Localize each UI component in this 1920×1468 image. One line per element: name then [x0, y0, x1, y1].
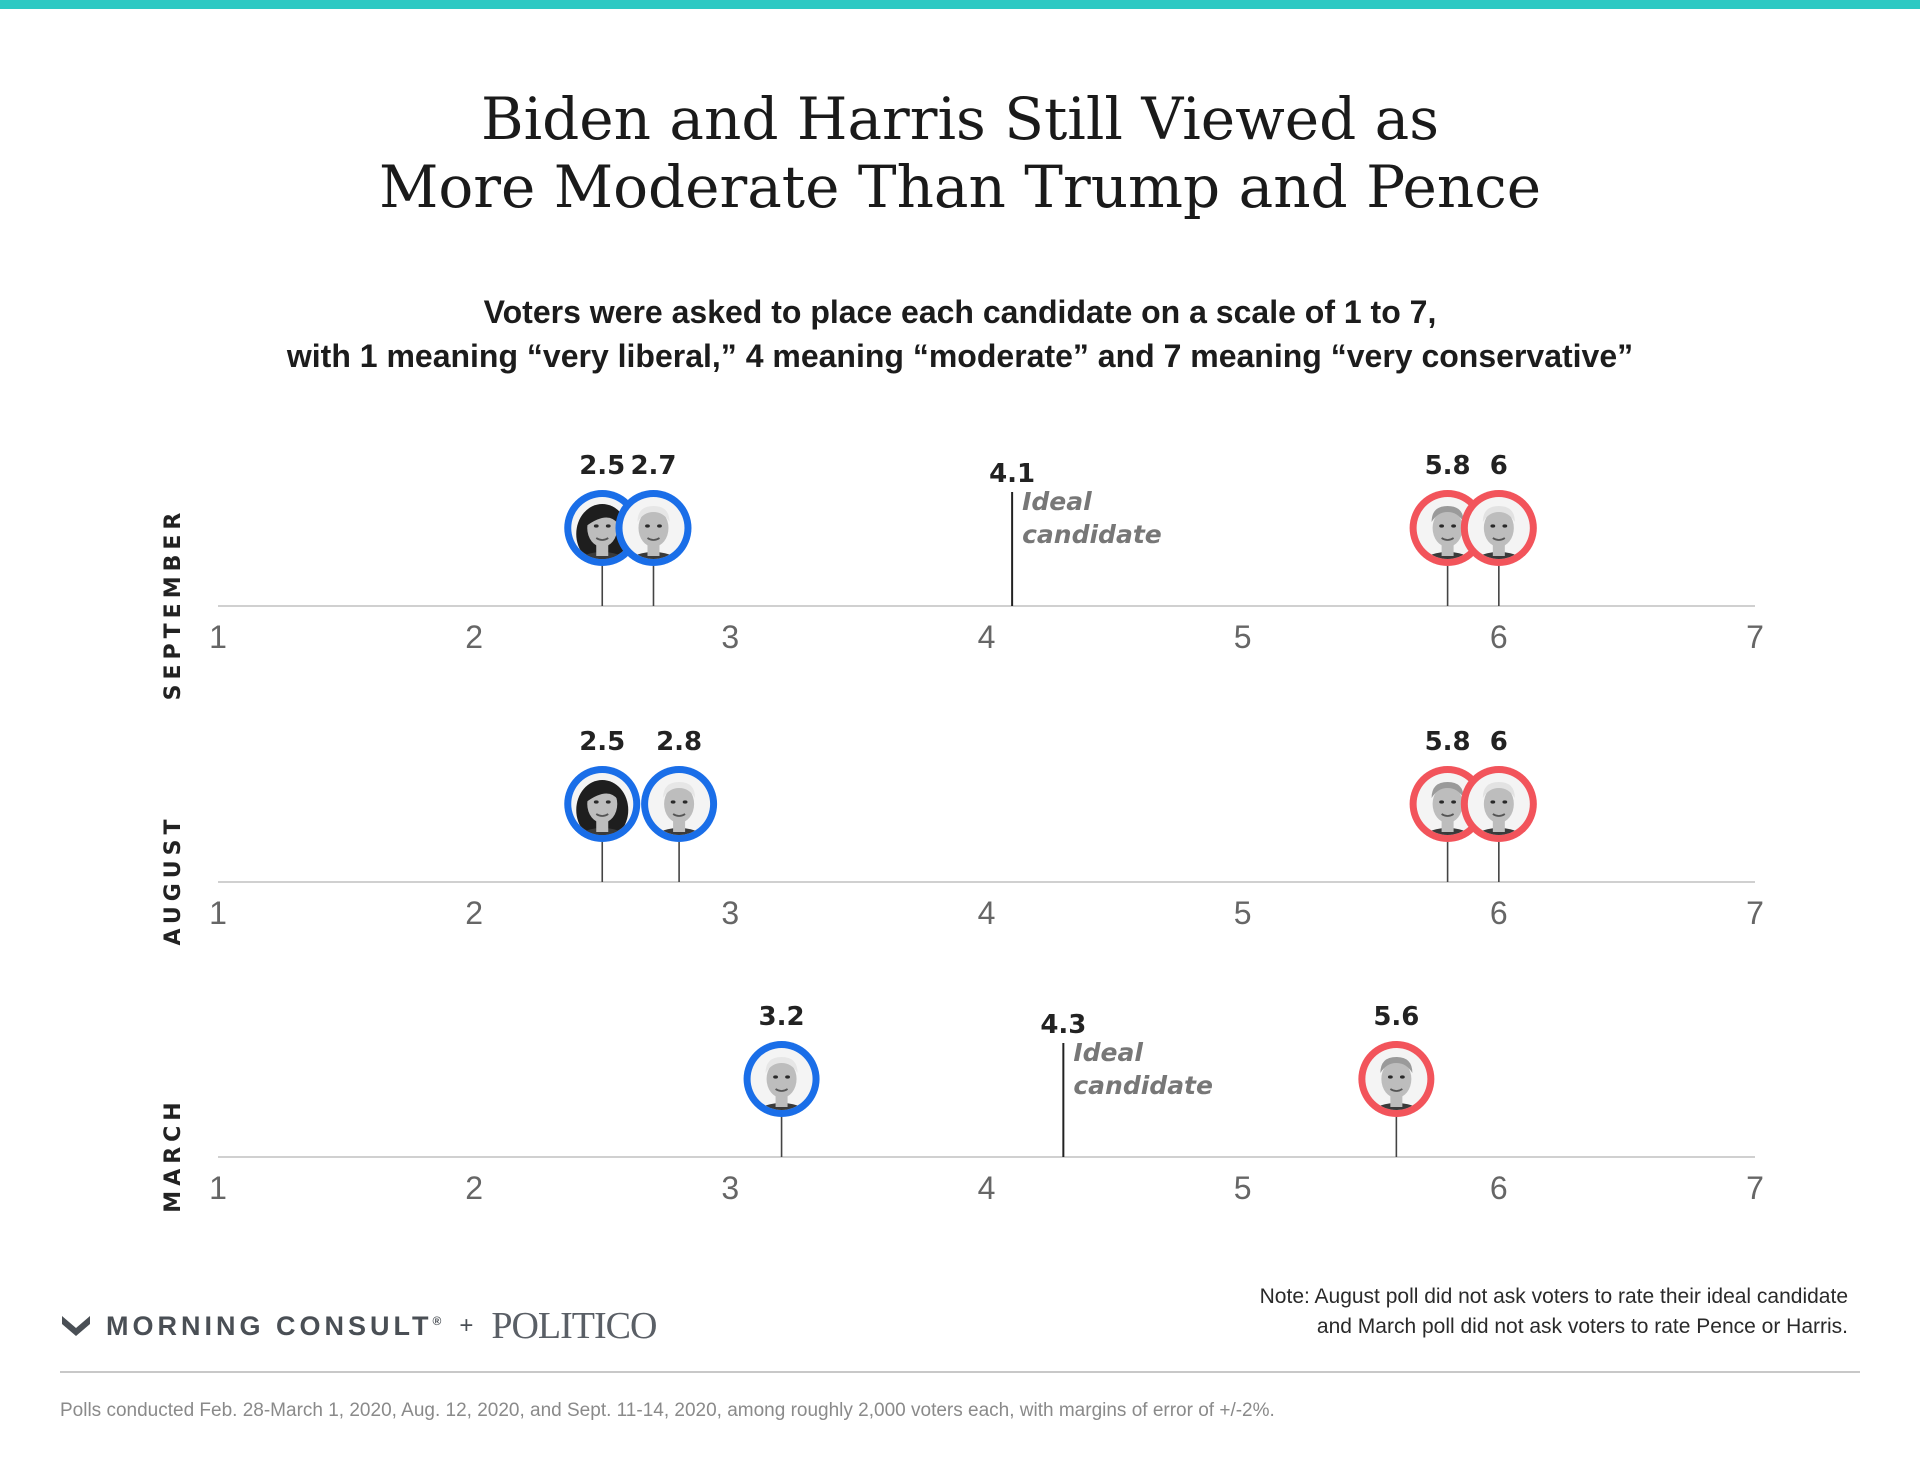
- tick-label: 2: [465, 1170, 483, 1206]
- trump-portrait-icon: [1416, 773, 1479, 835]
- tick-label: 6: [1490, 895, 1508, 931]
- accent-bar: [0, 0, 1920, 9]
- chart-subtitle-line-1: Voters were asked to place each candidat…: [483, 294, 1437, 330]
- point-value-label: 5.8: [1425, 727, 1471, 757]
- point-pence-august: 6: [1460, 727, 1537, 882]
- chart-note: Note: August poll did not ask voters to …: [1260, 1282, 1848, 1342]
- chart-subtitle: Voters were asked to place each candidat…: [0, 290, 1920, 378]
- chart-title-line-2: More Moderate Than Trump and Pence: [378, 153, 1542, 221]
- ideal-value-label: 4.3: [1040, 1010, 1086, 1040]
- tick-label: 5: [1234, 895, 1252, 931]
- biden-portrait-icon: [750, 1048, 813, 1110]
- tick-label: 3: [721, 1170, 739, 1206]
- pence-portrait-icon: [1467, 773, 1530, 835]
- tick-label: 1: [209, 895, 227, 931]
- politico-wordmark: POLITICO: [491, 1305, 657, 1347]
- point-biden-september: 2.7: [615, 451, 692, 606]
- source-note: Polls conducted Feb. 28-March 1, 2020, A…: [60, 1400, 1275, 1421]
- trump-portrait-icon: [1365, 1048, 1428, 1110]
- pence-portrait-icon: [1467, 497, 1530, 559]
- panel-label: AUGUST: [161, 815, 186, 946]
- morning-consult-logo-icon: [62, 1316, 90, 1336]
- trump-portrait-icon: [1416, 497, 1479, 559]
- point-trump-march: 5.6: [1358, 1002, 1435, 1157]
- footer-divider: [60, 1371, 1860, 1373]
- tick-label: 2: [465, 619, 483, 655]
- tick-label: 4: [978, 619, 996, 655]
- tick-label: 1: [209, 619, 227, 655]
- tick-label: 7: [1746, 895, 1764, 931]
- ideal-label-line-1: Ideal: [1073, 1038, 1143, 1067]
- panel-label: MARCH: [161, 1097, 186, 1212]
- morning-consult-wordmark: MORNING CONSULT®: [106, 1311, 441, 1342]
- panel-august: AUGUST 1 2 3 4 5 6 7 2.5 2.8 5.8 6: [161, 727, 1764, 946]
- registered-mark: ®: [432, 1313, 442, 1328]
- brand-logos: MORNING CONSULT® + POLITICO: [60, 1305, 657, 1347]
- ideal-label-line-2: candidate: [1073, 1071, 1213, 1100]
- tick-label: 2: [465, 895, 483, 931]
- tick-label: 1: [209, 1170, 227, 1206]
- tick-label: 7: [1746, 1170, 1764, 1206]
- panel-label: SEPTEMBER: [161, 508, 186, 701]
- point-value-label: 2.5: [579, 451, 625, 481]
- chart-subtitle-line-2: with 1 meaning “very liberal,” 4 meaning…: [286, 338, 1634, 374]
- tick-label: 3: [721, 619, 739, 655]
- tick-label: 6: [1490, 1170, 1508, 1206]
- point-value-label: 6: [1490, 727, 1508, 757]
- harris-portrait-icon: [571, 773, 634, 835]
- point-value-label: 2.8: [656, 727, 702, 757]
- point-pence-september: 6: [1460, 451, 1537, 606]
- chart-title: Biden and Harris Still Viewed as More Mo…: [0, 85, 1920, 221]
- point-biden-august: 2.8: [641, 727, 718, 882]
- point-value-label: 5.6: [1373, 1002, 1419, 1032]
- tick-label: 5: [1234, 619, 1252, 655]
- morning-consult-name: MORNING CONSULT: [106, 1310, 433, 1341]
- point-value-label: 6: [1490, 451, 1508, 481]
- tick-label: 4: [978, 895, 996, 931]
- tick-label: 5: [1234, 1170, 1252, 1206]
- biden-portrait-icon: [648, 773, 711, 835]
- point-value-label: 3.2: [759, 1002, 805, 1032]
- point-value-label: 5.8: [1425, 451, 1471, 481]
- tick-label: 3: [721, 895, 739, 931]
- chart-title-line-1: Biden and Harris Still Viewed as: [480, 85, 1440, 153]
- ideal-label-line-2: candidate: [1022, 520, 1162, 549]
- tick-label: 6: [1490, 619, 1508, 655]
- chart-note-line-2: and March poll did not ask voters to rat…: [1316, 1315, 1848, 1338]
- harris-portrait-icon: [571, 497, 634, 559]
- point-harris-august: 2.5: [564, 727, 641, 882]
- biden-portrait-icon: [622, 497, 685, 559]
- point-biden-march: 3.2: [743, 1002, 820, 1157]
- tick-label: 4: [978, 1170, 996, 1206]
- tick-label: 7: [1746, 619, 1764, 655]
- ideal-label-line-1: Ideal: [1022, 487, 1092, 516]
- brand-plus: +: [459, 1312, 474, 1339]
- point-value-label: 2.7: [630, 451, 676, 481]
- ideal-value-label: 4.1: [989, 459, 1035, 489]
- point-value-label: 2.5: [579, 727, 625, 757]
- chart-note-line-1: Note: August poll did not ask voters to …: [1259, 1285, 1848, 1308]
